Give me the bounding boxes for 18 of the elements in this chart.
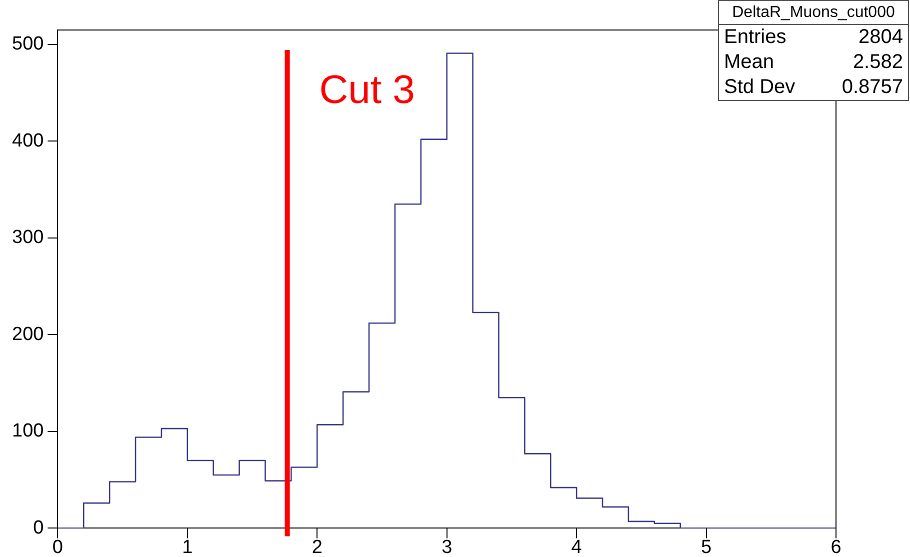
y-tick-label: 400 bbox=[12, 130, 44, 152]
y-tick-label: 100 bbox=[12, 420, 44, 442]
x-tick-label: 3 bbox=[442, 536, 452, 557]
y-tick-label: 500 bbox=[12, 34, 44, 55]
x-tick-label: 6 bbox=[830, 536, 842, 557]
x-tick-label: 2 bbox=[312, 536, 322, 557]
x-tick-label: 0 bbox=[52, 536, 63, 557]
x-tick-label: 4 bbox=[571, 536, 582, 557]
text: Entries 2804 bbox=[724, 26, 903, 48]
chart-title: DeltaR_Muons_cut000 bbox=[719, 1, 908, 25]
ref-line-label: Cut 3 bbox=[319, 68, 415, 112]
text: Mean 2.582 bbox=[724, 51, 903, 73]
y-tick-label: 200 bbox=[12, 324, 44, 345]
y-tick-label: 0 bbox=[33, 517, 44, 538]
x-tick-label: 1 bbox=[182, 536, 193, 557]
text: Std Dev 0.8757 bbox=[724, 76, 903, 98]
x-tick-label: 5 bbox=[700, 536, 712, 557]
y-tick-label: 300 bbox=[12, 227, 44, 248]
